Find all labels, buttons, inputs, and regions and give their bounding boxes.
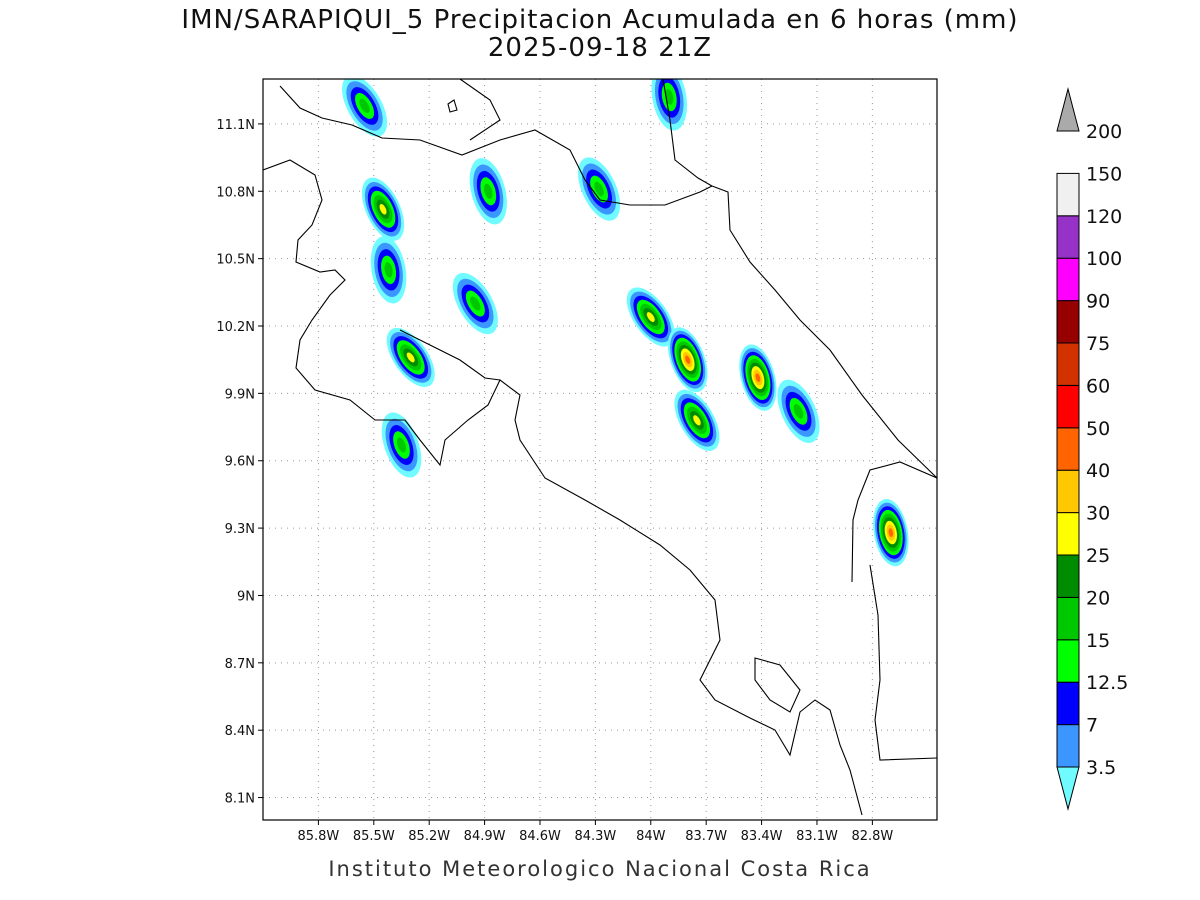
latitude-ticks: 11.1N 10.8N 10.5N 10.2N 9.9N 9.6N 9.3N 9N 8.7N 8.… [216,118,263,807]
colorbar-swatch [1056,469,1080,514]
lon-tick-label: 85.5W [353,829,395,844]
coastline-borders [263,79,937,816]
precip-contour [685,355,691,364]
precip-contour [396,437,407,453]
colorbar-swatch [1056,512,1080,556]
colorbar-swatch [1056,427,1080,471]
precip-contour [693,415,701,426]
colorbar-label: 40 [1086,460,1110,482]
lat-tick-label: 9.9N [225,387,255,402]
colorbar-arrow-bottom [1056,766,1080,811]
lat-tick-label: 9.6N [225,455,255,470]
precip-contour [888,528,894,537]
lat-tick-label: 9N [237,589,255,604]
colorbar-label: 60 [1086,375,1110,397]
colorbar-label: 3.5 [1086,757,1116,779]
lon-tick-label: 83.1W [796,829,838,844]
lat-tick-label: 8.7N [225,657,255,672]
colorbar-legend: 3.5 7 12.5 15 20 25 30 40 50 60 75 90 100 120 150 200 [1056,87,1128,811]
lon-tick-label: 84W [636,829,666,844]
lat-tick-label: 8.1N [225,792,255,807]
lon-tick-label: 84.9W [464,829,506,844]
lon-tick-label: 83.7W [685,829,727,844]
colorbar-label: 75 [1086,333,1110,355]
lon-tick-label: 84.3W [574,829,616,844]
precip-contour [483,183,493,199]
colorbar-label: 90 [1086,291,1110,313]
lat-tick-label: 8.4N [225,724,255,739]
lat-tick-label: 10.2N [216,320,255,335]
colorbar-swatch [1056,681,1080,726]
colorbar-label: 50 [1086,418,1110,440]
colorbar-swatch [1056,639,1080,683]
chart-title: IMN/SARAPIQUI_5 Precipitacion Acumulada … [181,5,1019,35]
colorbar-swatch [1056,596,1080,641]
colorbar-swatch [1056,215,1080,259]
colorbar-label: 30 [1086,503,1110,525]
lon-tick-label: 83.4W [741,829,783,844]
colorbar-swatch [1056,724,1080,768]
precip-contour [755,373,761,382]
lon-tick-label: 84.6W [519,829,561,844]
precip-contour [379,203,387,215]
precip-contour [594,181,604,197]
colorbar-swatch [1056,172,1080,217]
colorbar-arrow-top [1056,87,1080,132]
precip-contour [646,312,655,322]
colorbar-label: 12.5 [1086,672,1128,694]
colorbar-label: 100 [1086,248,1122,270]
lon-tick-label: 85.2W [408,829,450,844]
lat-tick-label: 11.1N [216,118,255,133]
precip-contour [470,296,481,311]
colorbar-label: 120 [1086,206,1122,228]
colorbar-label: 15 [1086,630,1110,652]
chart-subtitle: 2025-09-18 21Z [487,33,713,63]
precip-contour [359,98,370,114]
colorbar-label: 150 [1086,163,1122,185]
footer-credit: Instituto Meteorologico Nacional Costa R… [328,857,872,881]
lon-tick-label: 85.8W [297,829,339,844]
plot-frame [262,78,938,821]
lat-tick-label: 9.3N [225,522,255,537]
colorbar-label: 7 [1086,715,1098,737]
colorbar-swatch [1056,342,1080,386]
precip-contour [793,404,804,419]
colorbar-label: 200 [1086,121,1122,143]
lon-tick-label: 82.8W [851,829,893,844]
precip-contour [384,262,393,278]
precipitation-field [342,79,909,567]
colorbar-swatch [1056,257,1080,302]
precip-contour [406,352,415,363]
colorbar-swatch [1056,554,1080,598]
colorbar-swatch [1056,384,1080,429]
longitude-ticks: 85.8W 85.5W 85.2W 84.9W 84.6W 84.3W 84W 83.7W 83… [297,820,893,844]
colorbar-label: 20 [1086,587,1110,609]
colorbar-label: 25 [1086,545,1110,567]
lat-tick-label: 10.5N [216,253,255,268]
lat-tick-label: 10.8N [216,185,255,200]
colorbar-swatch [1056,300,1080,344]
